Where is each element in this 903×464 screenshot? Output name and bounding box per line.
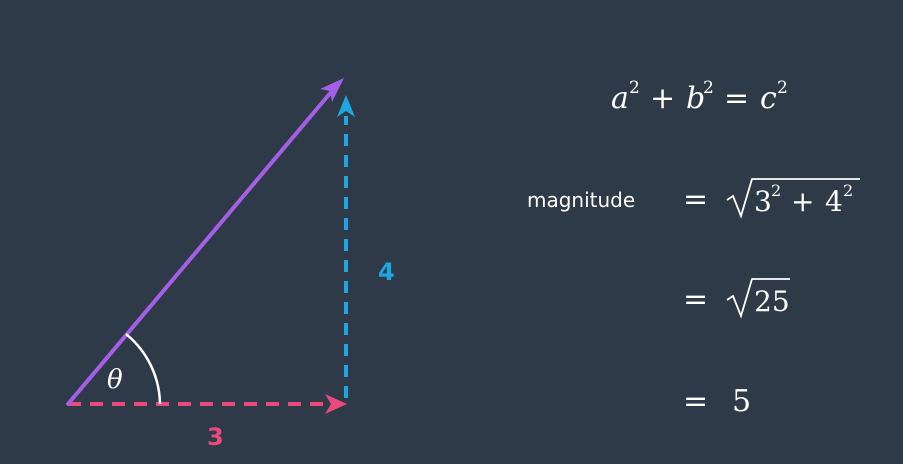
line2-equals: = <box>683 282 708 317</box>
line1-radical-sign <box>726 178 860 219</box>
line1-exp-1: 2 <box>771 181 781 200</box>
eq-a: a <box>611 81 629 116</box>
eq-c: c <box>760 81 777 116</box>
resultant-arrowhead <box>320 78 344 102</box>
line1-equals: = <box>683 182 708 217</box>
angle-theta-label: θ <box>107 365 123 395</box>
horizontal-length-label: 3 <box>207 423 224 451</box>
line1-exp-2: 2 <box>843 181 853 200</box>
magnitude-line1: = 3 2 + 4 2 <box>683 178 860 219</box>
vertical-length-label: 4 <box>378 258 395 286</box>
magnitude-line2: = 25 <box>683 278 790 319</box>
resultant-vector-line <box>66 89 334 406</box>
angle-arc <box>125 333 162 405</box>
pythagorean-equation: a 2 + b 2 = c 2 <box>611 78 788 116</box>
line2-radicand: 25 <box>754 285 790 318</box>
line2-radical-sign <box>726 278 790 319</box>
eq-a-exp: 2 <box>629 78 640 98</box>
line1-base-3: 3 <box>754 185 772 218</box>
magnitude-label: magnitude <box>527 188 635 212</box>
eq-b-exp: 2 <box>703 78 714 98</box>
line3-result: 5 <box>732 384 751 419</box>
line1-base-4: 4 <box>825 185 843 218</box>
vertical-arrowhead <box>337 95 355 117</box>
eq-plus: + <box>650 81 675 116</box>
line1-plus: + <box>791 185 814 218</box>
eq-b: b <box>686 81 705 116</box>
line3-equals: = <box>683 384 708 419</box>
magnitude-line3: = 5 <box>683 384 751 419</box>
horizontal-arrowhead <box>325 394 347 414</box>
eq-equals: = <box>724 81 749 116</box>
eq-c-exp: 2 <box>777 78 788 98</box>
